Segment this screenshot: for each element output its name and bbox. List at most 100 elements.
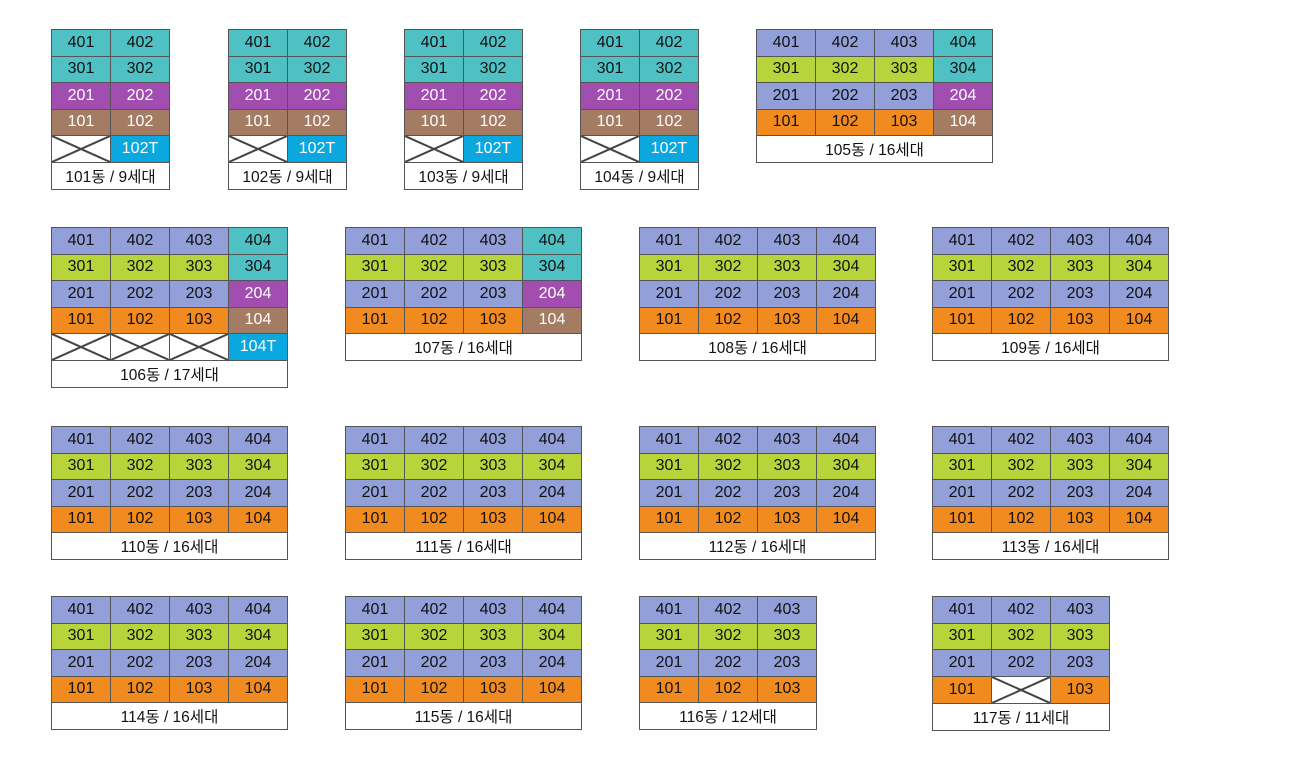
unit-cell: 301 <box>345 452 405 480</box>
unit-cell: 104 <box>816 306 876 334</box>
unit-cell: 304 <box>228 452 288 480</box>
unit-cell: 103 <box>1050 675 1110 704</box>
unit-cell: 102 <box>404 505 464 533</box>
building-label: 106동 / 17세대 <box>51 360 288 388</box>
unit-cell: 302 <box>698 253 758 281</box>
unit-cell: 303 <box>757 622 817 650</box>
unit-cell: 401 <box>639 227 699 255</box>
unit-cell: 201 <box>639 479 699 507</box>
unit-cell: 201 <box>639 280 699 308</box>
unit-cell: 103 <box>169 306 229 334</box>
unit-cell: 404 <box>228 426 288 454</box>
unit-cell: 402 <box>110 227 170 255</box>
unit-cell: 402 <box>991 596 1051 624</box>
floor-row: 301 302 <box>228 55 347 83</box>
unit-cell: 201 <box>932 479 992 507</box>
floor-row: 101 102 <box>228 108 347 136</box>
floor-row: 401 402 403 <box>639 596 817 624</box>
unit-cell: 202 <box>815 82 875 110</box>
unit-cell: 303 <box>463 452 523 480</box>
unit-cell: 204 <box>522 280 582 308</box>
unit-cell: 201 <box>345 280 405 308</box>
unit-cell: 203 <box>1050 280 1110 308</box>
unit-cell: 402 <box>698 227 758 255</box>
floor-row: 401 402 403 404 <box>345 596 582 624</box>
unit-cell: 302 <box>639 55 699 83</box>
unit-cell: 201 <box>932 280 992 308</box>
unit-cell: 101 <box>404 108 464 136</box>
unit-cell: 303 <box>169 253 229 281</box>
unit-cell: 302 <box>404 253 464 281</box>
unit-cell: 401 <box>932 596 992 624</box>
unit-cell: 304 <box>522 253 582 281</box>
building-105: 401 402 403 404 301 302 303 304 201 202 203 204 101 1… <box>756 29 993 163</box>
unit-cell: 302 <box>110 55 170 83</box>
unit-cell: 302 <box>110 253 170 281</box>
unit-cell: 202 <box>404 280 464 308</box>
unit-cell: 202 <box>110 649 170 677</box>
floor-row: 101 102 103 104 <box>345 675 582 703</box>
unit-cell: 204 <box>816 479 876 507</box>
building-label: 109동 / 16세대 <box>932 333 1169 361</box>
floor-row: 401 402 403 404 <box>639 227 876 255</box>
floor-row: 301 302 303 304 <box>51 452 288 480</box>
unit-cell: 204 <box>228 479 288 507</box>
unit-cell: 301 <box>404 55 464 83</box>
unit-cell: 204 <box>228 280 288 308</box>
floor-row: 201 202 <box>228 82 347 110</box>
unit-cell: 403 <box>463 227 523 255</box>
unit-cell: 202 <box>463 82 523 110</box>
unit-cell: 402 <box>404 596 464 624</box>
floor-row: 201 202 203 204 <box>51 479 288 507</box>
unit-cell: 101 <box>639 306 699 334</box>
unit-cell: 302 <box>110 622 170 650</box>
floor-row: 301 302 <box>404 55 523 83</box>
unit-cell: 202 <box>639 82 699 110</box>
floor-row: 401 402 403 404 <box>51 227 288 255</box>
floor-row: 101 102 <box>51 108 170 136</box>
unit-cell: 403 <box>757 426 817 454</box>
unit-cell: 402 <box>463 29 523 57</box>
floor-row: 101 103 <box>932 675 1110 704</box>
unit-cell: 302 <box>991 622 1051 650</box>
unit-cell: 302 <box>404 622 464 650</box>
unit-cell: 403 <box>169 596 229 624</box>
unit-cell: 103 <box>757 505 817 533</box>
floor-row: 301 302 303 304 <box>345 253 582 281</box>
unit-cell: 303 <box>1050 452 1110 480</box>
unit-cell: 102 <box>639 108 699 136</box>
building-label: 117동 / 11세대 <box>932 702 1110 731</box>
building-110: 401 402 403 404 301 302 303 304 201 202 203 204 101 1… <box>51 426 288 560</box>
unit-cell: 403 <box>874 29 934 57</box>
unit-cell: 402 <box>404 426 464 454</box>
unit-cell: 102T <box>639 135 699 163</box>
unit-cell: 303 <box>169 452 229 480</box>
building-112: 401 402 403 404 301 302 303 304 201 202 203 204 101 1… <box>639 426 876 560</box>
unit-cell: 102 <box>698 306 758 334</box>
unit-cell: 401 <box>345 426 405 454</box>
unit-cell: 403 <box>757 227 817 255</box>
unit-cell: 303 <box>169 622 229 650</box>
unit-cell: 404 <box>522 227 582 255</box>
unit-cell: 401 <box>639 426 699 454</box>
unit-cell: 101 <box>639 675 699 703</box>
unit-cell: 103 <box>1050 505 1110 533</box>
unit-cell: 203 <box>169 479 229 507</box>
unit-cell: 202 <box>287 82 347 110</box>
unit-cell: 102 <box>110 675 170 703</box>
unit-cell: 403 <box>169 227 229 255</box>
floor-row: 101 102 103 104 <box>639 306 876 334</box>
unit-cell: 303 <box>1050 253 1110 281</box>
unit-cell: 102 <box>991 306 1051 334</box>
building-label: 101동 / 9세대 <box>51 162 170 190</box>
unit-cell: 303 <box>463 622 523 650</box>
unit-cell: 204 <box>522 479 582 507</box>
unit-cell: 304 <box>522 622 582 650</box>
unit-cell: 301 <box>51 253 111 281</box>
unit-cell: 103 <box>169 505 229 533</box>
building-101: 401 402 301 302 201 202 101 102 102T 101동 / 9세대 <box>51 29 170 190</box>
unit-cell: 202 <box>698 649 758 677</box>
unit-cell: 102T <box>463 135 523 163</box>
unit-cell: 104 <box>522 306 582 334</box>
building-113: 401 402 403 404 301 302 303 304 201 202 203 204 101 1… <box>932 426 1169 560</box>
